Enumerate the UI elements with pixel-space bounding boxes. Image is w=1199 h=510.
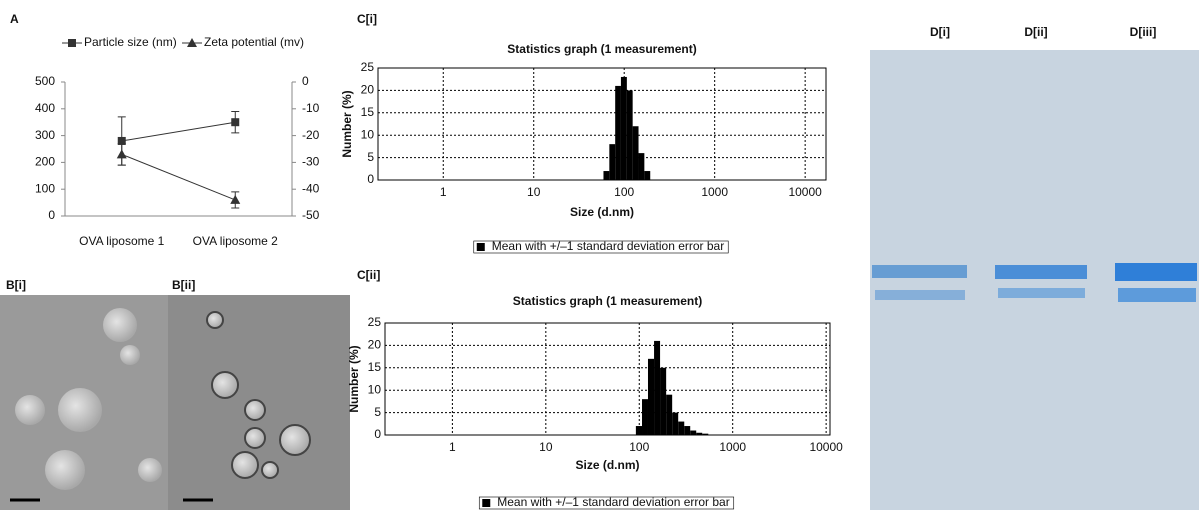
- x-tick-label: 10000: [809, 440, 843, 454]
- chart-title: Statistics graph (1 measurement): [507, 42, 696, 56]
- y-axis-label: Number (%): [347, 345, 361, 412]
- panel-label: B[ii]: [172, 278, 195, 292]
- y2-tick-label: -20: [302, 128, 320, 142]
- bar: [644, 171, 651, 180]
- y-tick-label: 0: [367, 172, 374, 186]
- y2-tick-label: -50: [302, 208, 320, 222]
- bar: [647, 358, 655, 435]
- bar: [620, 76, 627, 180]
- y2-tick-label: -10: [302, 101, 320, 115]
- y-tick-label: 15: [368, 360, 382, 374]
- legend-box: [478, 496, 735, 510]
- y2-tick-label: -30: [302, 155, 320, 169]
- bar: [642, 399, 648, 435]
- x-tick-label: 10: [539, 440, 553, 454]
- plot-frame: [377, 67, 827, 181]
- plot-frame: [384, 322, 831, 436]
- vesicles: [15, 308, 162, 490]
- bar: [666, 394, 673, 435]
- y-tick-label: 5: [374, 405, 381, 419]
- y-tick-label: 10: [368, 382, 382, 396]
- bar: [672, 412, 679, 435]
- x-axis-label: Size (d.nm): [575, 458, 639, 472]
- legend-label: Mean with +/–1 standard deviation error …: [492, 239, 724, 253]
- lane-label: D[ii]: [1024, 25, 1047, 39]
- y-tick-label: 15: [361, 105, 375, 119]
- marker: [116, 149, 127, 159]
- x-tick-label: 1: [440, 185, 447, 199]
- panel-label: B[i]: [6, 278, 26, 292]
- panel-label: C[ii]: [357, 268, 380, 282]
- bar: [660, 367, 667, 435]
- bar: [690, 430, 697, 435]
- x-axis-label: Size (d.nm): [570, 205, 634, 219]
- legend-label: Particle size (nm): [84, 35, 177, 49]
- y-tick-label: 5: [367, 150, 374, 164]
- x-tick-label: 1000: [719, 440, 746, 454]
- y2-tick-label: -40: [302, 181, 320, 195]
- y-tick-label: 10: [361, 127, 375, 141]
- bar: [638, 153, 645, 180]
- legend-swatch: [482, 499, 491, 507]
- x-tick-label: 10: [527, 185, 541, 199]
- legend-marker: [187, 38, 197, 47]
- y-tick-label: 400: [35, 101, 55, 115]
- y-tick-label: 25: [361, 60, 375, 74]
- marker: [230, 194, 241, 204]
- legend-label: Mean with +/–1 standard deviation error …: [497, 495, 729, 509]
- bar: [678, 421, 685, 435]
- legend-box: [473, 240, 729, 254]
- marker: [117, 136, 126, 145]
- bar: [632, 126, 639, 180]
- y-tick-label: 20: [361, 83, 375, 97]
- bar: [603, 171, 610, 180]
- legend-marker: [68, 39, 76, 47]
- chart-title: Statistics graph (1 measurement): [513, 294, 702, 308]
- legend-swatch: [476, 243, 485, 251]
- y-tick-label: 0: [48, 208, 55, 222]
- y-tick-label: 20: [368, 338, 382, 352]
- bar: [684, 426, 691, 435]
- legend-label: Zeta potential (mv): [204, 35, 304, 49]
- bar: [654, 340, 661, 435]
- bar: [626, 90, 633, 180]
- x-tick-label: 100: [629, 440, 649, 454]
- line: [121, 121, 236, 142]
- x-tick-label: 100: [614, 185, 634, 199]
- y-tick-label: 200: [35, 155, 55, 169]
- marker: [231, 118, 240, 127]
- lane-label: D[iii]: [1130, 25, 1157, 39]
- lane-label: D[i]: [930, 25, 950, 39]
- y-tick-label: 100: [35, 181, 55, 195]
- x-tick-label: OVA liposome 1: [79, 234, 164, 248]
- bar: [609, 144, 616, 180]
- y2-tick-label: 0: [302, 74, 309, 88]
- y-tick-label: 25: [368, 315, 382, 329]
- panel-label: A: [10, 12, 19, 26]
- panel-label: C[i]: [357, 12, 377, 26]
- x-tick-label: 10000: [788, 185, 822, 199]
- x-tick-label: OVA liposome 2: [193, 234, 278, 248]
- x-tick-label: 1: [449, 440, 456, 454]
- bar: [702, 433, 709, 435]
- line: [121, 153, 236, 201]
- bar: [615, 85, 621, 180]
- y-tick-label: 500: [35, 74, 55, 88]
- y-tick-label: 0: [374, 427, 381, 441]
- bar: [635, 426, 643, 435]
- gel-bands: [872, 263, 1197, 302]
- x-tick-label: 1000: [701, 185, 728, 199]
- y-tick-label: 300: [35, 128, 55, 142]
- vesicles: [206, 311, 311, 479]
- bar: [696, 432, 703, 435]
- y-axis-label: Number (%): [340, 90, 354, 157]
